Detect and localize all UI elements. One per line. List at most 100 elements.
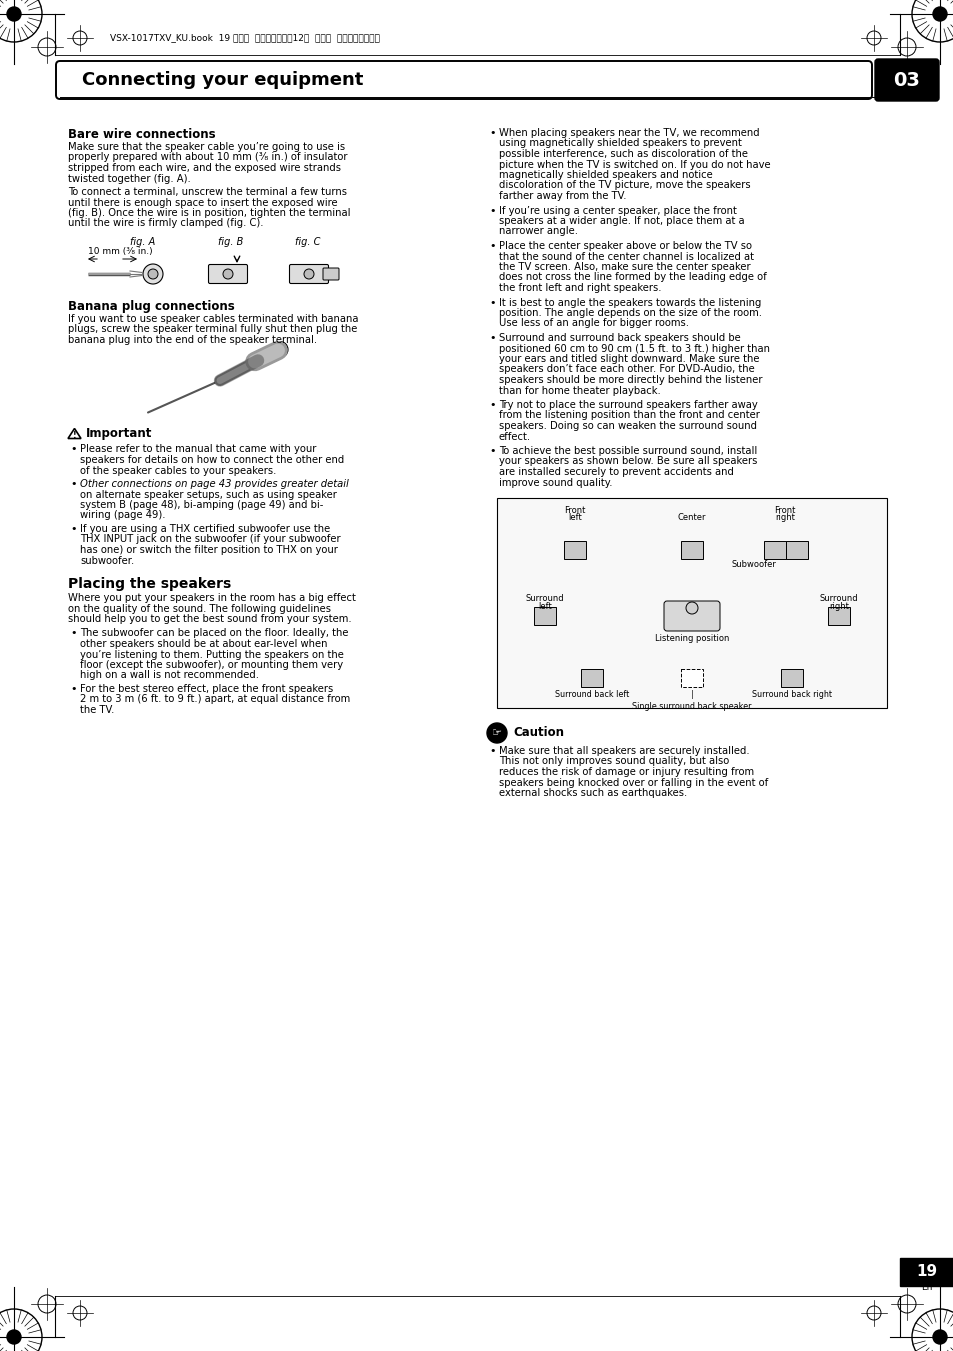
Text: To connect a terminal, unscrew the terminal a few turns: To connect a terminal, unscrew the termi… <box>68 186 347 197</box>
Bar <box>781 669 802 688</box>
Text: 10 mm (³⁄₈ in.): 10 mm (³⁄₈ in.) <box>88 247 152 255</box>
Text: reduces the risk of damage or injury resulting from: reduces the risk of damage or injury res… <box>498 767 753 777</box>
Text: !: ! <box>72 431 76 440</box>
Text: (fig. B). Once the wire is in position, tighten the terminal: (fig. B). Once the wire is in position, … <box>68 208 350 218</box>
Text: until the wire is firmly clamped (fig. C).: until the wire is firmly clamped (fig. C… <box>68 219 263 228</box>
Text: your ears and titled slight downward. Make sure the: your ears and titled slight downward. Ma… <box>498 354 759 363</box>
Text: Place the center speaker above or below the TV so: Place the center speaker above or below … <box>498 240 751 251</box>
Text: fig. A: fig. A <box>130 236 155 247</box>
Text: •: • <box>489 446 495 457</box>
Circle shape <box>148 269 158 280</box>
Text: right: right <box>828 603 848 611</box>
Text: Placing the speakers: Placing the speakers <box>68 577 231 590</box>
Text: Surround back left: Surround back left <box>555 690 628 698</box>
Text: Important: Important <box>86 427 152 440</box>
Text: If you are using a THX certified subwoofer use the: If you are using a THX certified subwoof… <box>80 524 330 534</box>
Text: Caution: Caution <box>513 727 563 739</box>
Text: •: • <box>70 444 76 454</box>
Text: Surround back right: Surround back right <box>751 690 831 698</box>
Circle shape <box>685 603 698 613</box>
Text: the TV.: the TV. <box>80 705 114 715</box>
Circle shape <box>7 1329 21 1344</box>
Text: If you want to use speaker cables terminated with banana: If you want to use speaker cables termin… <box>68 313 358 324</box>
Text: position. The angle depends on the size of the room.: position. The angle depends on the size … <box>498 308 761 317</box>
FancyBboxPatch shape <box>323 267 338 280</box>
Text: 2 m to 3 m (6 ft. to 9 ft.) apart, at equal distance from: 2 m to 3 m (6 ft. to 9 ft.) apart, at eq… <box>80 694 350 704</box>
Circle shape <box>304 269 314 280</box>
Text: narrower angle.: narrower angle. <box>498 227 578 236</box>
Bar <box>497 499 886 708</box>
Text: This not only improves sound quality, but also: This not only improves sound quality, bu… <box>498 757 728 766</box>
Polygon shape <box>68 428 81 439</box>
Text: farther away from the TV.: farther away from the TV. <box>498 190 626 201</box>
Text: speakers at a wider angle. If not, place them at a: speakers at a wider angle. If not, place… <box>498 216 744 226</box>
Text: improve sound quality.: improve sound quality. <box>498 477 612 488</box>
Circle shape <box>932 7 946 22</box>
Text: •: • <box>489 746 495 757</box>
Text: left: left <box>537 603 551 611</box>
Text: high on a wall is not recommended.: high on a wall is not recommended. <box>80 670 258 681</box>
Text: does not cross the line formed by the leading edge of: does not cross the line formed by the le… <box>498 273 766 282</box>
Text: has one) or switch the filter position to THX on your: has one) or switch the filter position t… <box>80 544 337 555</box>
Text: of the speaker cables to your speakers.: of the speaker cables to your speakers. <box>80 466 276 476</box>
Text: To achieve the best possible surround sound, install: To achieve the best possible surround so… <box>498 446 757 457</box>
Bar <box>534 607 556 626</box>
Text: speakers for details on how to connect the other end: speakers for details on how to connect t… <box>80 455 344 465</box>
Circle shape <box>223 269 233 280</box>
Bar <box>785 540 807 559</box>
Text: stripped from each wire, and the exposed wire strands: stripped from each wire, and the exposed… <box>68 163 340 173</box>
Text: discoloration of the TV picture, move the speakers: discoloration of the TV picture, move th… <box>498 181 750 190</box>
Text: using magnetically shielded speakers to prevent: using magnetically shielded speakers to … <box>498 139 741 149</box>
Text: speakers don’t face each other. For DVD-Audio, the: speakers don’t face each other. For DVD-… <box>498 365 754 374</box>
Text: •: • <box>489 332 495 343</box>
Text: Front: Front <box>564 507 585 515</box>
Text: |: | <box>690 690 693 698</box>
FancyBboxPatch shape <box>663 601 720 631</box>
Circle shape <box>486 723 506 743</box>
Bar <box>680 540 702 559</box>
Text: are installed securely to prevent accidents and: are installed securely to prevent accide… <box>498 467 733 477</box>
Text: the TV screen. Also, make sure the center speaker: the TV screen. Also, make sure the cente… <box>498 262 750 272</box>
Bar <box>680 669 702 688</box>
Text: Front: Front <box>774 507 795 515</box>
Text: picture when the TV is switched on. If you do not have: picture when the TV is switched on. If y… <box>498 159 770 169</box>
Text: Try not to place the surround speakers farther away: Try not to place the surround speakers f… <box>498 400 757 409</box>
Text: speakers. Doing so can weaken the surround sound: speakers. Doing so can weaken the surrou… <box>498 422 757 431</box>
Text: speakers being knocked over or falling in the event of: speakers being knocked over or falling i… <box>498 777 767 788</box>
Text: the front left and right speakers.: the front left and right speakers. <box>498 282 660 293</box>
Bar <box>580 669 602 688</box>
Text: wiring (page 49).: wiring (page 49). <box>80 511 165 520</box>
Text: •: • <box>489 128 495 138</box>
Text: When placing speakers near the TV, we recommend: When placing speakers near the TV, we re… <box>498 128 759 138</box>
Text: on alternate speaker setups, such as using speaker: on alternate speaker setups, such as usi… <box>80 489 336 500</box>
Circle shape <box>143 263 163 284</box>
Bar <box>563 540 585 559</box>
Text: Please refer to the manual that came with your: Please refer to the manual that came wit… <box>80 444 316 454</box>
Text: Make sure that the speaker cable you’re going to use is: Make sure that the speaker cable you’re … <box>68 142 345 153</box>
Text: magnetically shielded speakers and notice: magnetically shielded speakers and notic… <box>498 170 712 180</box>
FancyBboxPatch shape <box>56 61 871 99</box>
Text: fig. B: fig. B <box>218 236 243 247</box>
Text: left: left <box>568 513 581 521</box>
Text: Surround: Surround <box>525 594 564 603</box>
Text: •: • <box>70 628 76 639</box>
Text: 03: 03 <box>893 70 920 89</box>
Text: Surround and surround back speakers should be: Surround and surround back speakers shou… <box>498 332 740 343</box>
Text: •: • <box>70 684 76 694</box>
Text: THX INPUT jack on the subwoofer (if your subwoofer: THX INPUT jack on the subwoofer (if your… <box>80 535 340 544</box>
Bar <box>763 540 785 559</box>
Text: En: En <box>921 1283 932 1293</box>
Text: on the quality of the sound. The following guidelines: on the quality of the sound. The followi… <box>68 604 331 613</box>
FancyBboxPatch shape <box>209 265 247 284</box>
Text: positioned 60 cm to 90 cm (1.5 ft. to 3 ft.) higher than: positioned 60 cm to 90 cm (1.5 ft. to 3 … <box>498 343 769 354</box>
Text: that the sound of the center channel is localized at: that the sound of the center channel is … <box>498 251 753 262</box>
Text: If you’re using a center speaker, place the front: If you’re using a center speaker, place … <box>498 205 736 216</box>
Text: Surround: Surround <box>819 594 858 603</box>
Text: VSX-1017TXV_KU.book  19 ページ  ２００７年４月12日  木曜日  午前１１時３２分: VSX-1017TXV_KU.book 19 ページ ２００７年４月12日 木曜… <box>110 34 379 42</box>
Text: other speakers should be at about ear-level when: other speakers should be at about ear-le… <box>80 639 327 648</box>
Text: effect.: effect. <box>498 431 531 442</box>
FancyBboxPatch shape <box>289 265 328 284</box>
Text: •: • <box>489 240 495 251</box>
Text: Make sure that all speakers are securely installed.: Make sure that all speakers are securely… <box>498 746 749 757</box>
Text: Connecting your equipment: Connecting your equipment <box>82 72 363 89</box>
